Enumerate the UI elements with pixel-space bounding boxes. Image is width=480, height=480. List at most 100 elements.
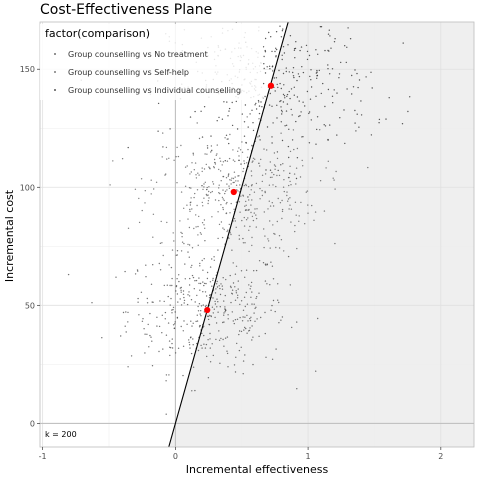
data-point [256,296,258,298]
data-point [239,316,241,319]
data-point [401,123,404,125]
data-point [180,304,183,306]
data-point [221,288,224,290]
data-point [199,265,201,267]
data-point [407,110,409,113]
data-point [199,282,202,285]
data-point [324,105,326,108]
data-point [187,294,189,296]
legend-entry-0: Group counselling vs No treatment [68,50,208,59]
data-point [237,150,239,152]
data-point [281,199,283,202]
data-point [216,120,218,122]
data-point [269,176,272,179]
data-point [176,278,178,280]
data-point [251,303,253,305]
data-point [409,96,411,98]
data-point [253,312,255,314]
data-point [222,198,224,200]
data-point [167,322,170,324]
data-point [239,211,241,213]
data-point [189,202,191,204]
data-point [232,149,234,151]
data-point [142,318,144,320]
data-point [334,188,336,190]
data-point [182,330,184,332]
data-point [302,136,304,138]
data-point [127,366,129,368]
data-point [223,300,225,302]
data-point [263,67,265,70]
data-point [156,325,158,327]
data-point [166,284,168,286]
data-point [236,189,238,191]
y-axis-label: Incremental cost [3,189,16,282]
data-point [233,322,235,325]
data-point [279,82,281,85]
data-point [239,149,242,151]
data-point [220,180,222,182]
data-point [196,320,199,322]
data-point [216,144,218,146]
data-point [226,336,229,338]
data-point [358,126,360,128]
data-point [214,316,216,319]
data-point [333,89,335,91]
data-point [297,73,300,75]
data-point [141,209,143,212]
data-point [217,211,219,213]
data-point [180,191,183,193]
data-point [280,36,283,38]
data-point [190,320,192,322]
data-point [247,186,250,188]
data-point [180,286,182,289]
data-point [258,101,260,103]
data-point [230,233,232,236]
data-point [224,337,227,339]
data-point [199,262,201,265]
data-point [255,102,257,105]
data-point [222,321,224,324]
data-point [269,68,271,70]
data-point [289,284,291,286]
data-point [244,276,246,278]
data-point [224,160,226,162]
legend-entry-2: Group counselling vs Individual counsell… [68,86,241,95]
data-point [238,159,240,162]
data-point [240,270,243,272]
data-point [242,242,245,244]
x-tick-label-3: 2 [438,452,443,461]
data-point [280,132,282,134]
data-point [184,263,186,265]
data-point [286,93,289,96]
data-point [334,38,336,40]
data-point [222,206,224,209]
data-point [284,125,286,127]
data-point [244,326,246,329]
data-point [250,7,251,8]
data-point [209,281,212,283]
data-point [291,139,294,141]
data-point [234,286,236,288]
data-point [214,300,216,303]
data-point [222,338,224,341]
data-point [210,315,212,317]
data-point [206,355,208,358]
data-point [287,145,290,148]
data-point [327,138,329,141]
data-point [365,76,367,78]
data-point [340,61,342,64]
data-point [279,100,281,103]
data-point [264,72,267,74]
data-point [215,288,217,290]
data-point [238,238,241,240]
data-point [263,211,265,213]
data-point [141,320,144,322]
data-point [273,173,275,176]
data-point [354,69,356,71]
data-point [270,36,272,38]
data-point [226,201,228,204]
data-point [195,214,197,216]
data-point [203,183,205,185]
data-point [224,309,227,312]
